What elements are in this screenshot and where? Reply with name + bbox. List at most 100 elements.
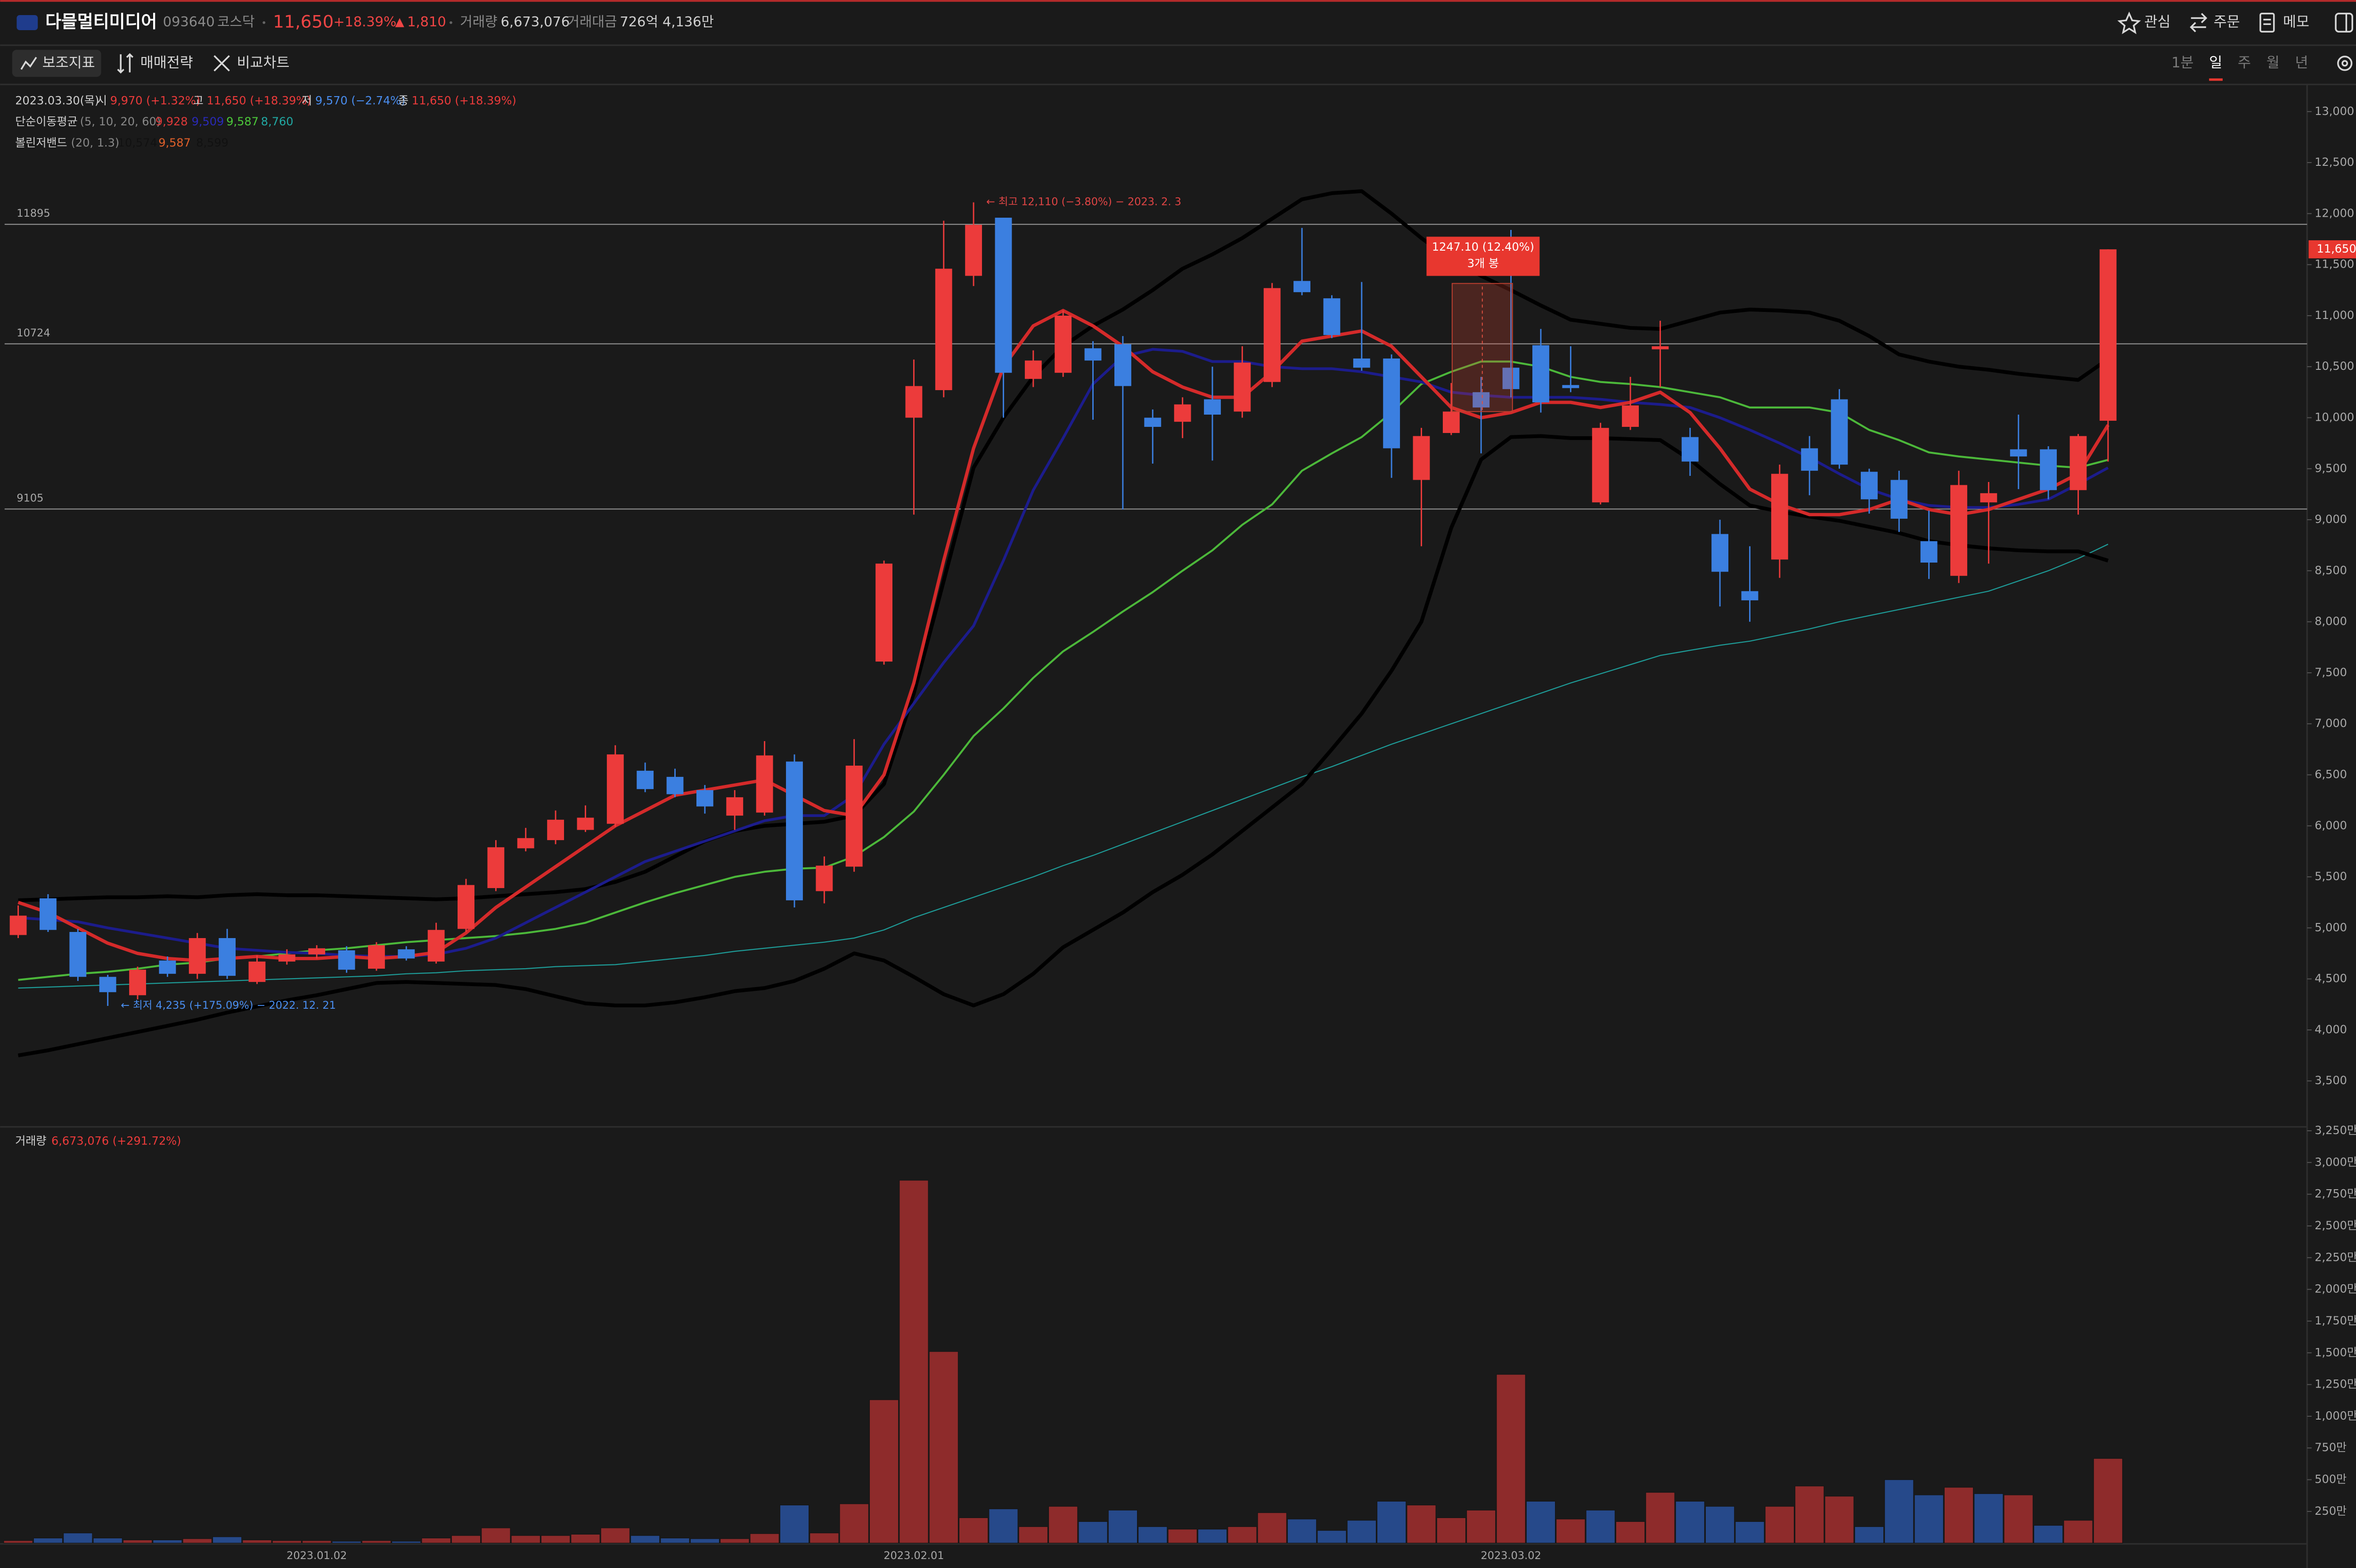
- candle-body: [1980, 493, 1997, 503]
- min-annotation: ← 최저 4,235 (+175.09%) − 2022. 12. 21: [121, 999, 336, 1012]
- y-tick-label: 11,500: [2315, 258, 2354, 271]
- y-tick-label: 10,500: [2315, 359, 2354, 373]
- order-icon: [2190, 13, 2208, 33]
- volume-bar: [1615, 1521, 1645, 1544]
- measure-label-bg: [1426, 237, 1540, 276]
- volume-tick-label: 1,000만: [2315, 1409, 2356, 1422]
- volume-bar: [1436, 1517, 1466, 1544]
- period-button-active[interactable]: 일: [2209, 55, 2222, 71]
- candle-body: [1771, 474, 1788, 560]
- volume-bar: [1287, 1519, 1317, 1544]
- reference-label: 11895: [16, 207, 50, 220]
- candle-body: [99, 977, 116, 992]
- bb-value: 10,574: [118, 136, 157, 149]
- volume-bar: [1944, 1487, 1974, 1544]
- action-label[interactable]: 주문: [2214, 14, 2240, 31]
- volume-tick-label: 1,500만: [2315, 1346, 2356, 1359]
- ohlc-value: 9,570 (−2.74%): [315, 94, 405, 107]
- stock-code: 093640: [163, 14, 215, 30]
- bb-name: 볼린저밴드: [15, 136, 67, 149]
- candle-body: [726, 797, 744, 816]
- indicator-line: [18, 360, 2109, 981]
- ohlc-value: 11,650 (+18.39%): [207, 94, 311, 107]
- volume-bar: [1137, 1526, 1168, 1544]
- reference-label: 9105: [16, 492, 43, 504]
- volume-value: 6,673,076: [501, 14, 570, 30]
- period-button[interactable]: 주: [2238, 55, 2251, 71]
- volume-bar: [1227, 1526, 1257, 1544]
- settings-icon-core: [2341, 60, 2348, 67]
- volume-bar: [1317, 1530, 1347, 1544]
- volume-tick-label: 2,000만: [2315, 1282, 2356, 1296]
- memo-button[interactable]: 메모: [2259, 13, 2309, 33]
- volume-tick-label: 2,250만: [2315, 1250, 2356, 1264]
- volume-bar: [1526, 1501, 1556, 1544]
- y-tick-label: 13,000: [2315, 105, 2354, 118]
- period-button[interactable]: 월: [2266, 55, 2280, 71]
- bb-value: 8,599: [196, 136, 229, 149]
- volume-bar: [1884, 1479, 1914, 1544]
- candle-body: [1622, 405, 1639, 427]
- ohlc-value: 11,650 (+18.39%): [412, 94, 516, 107]
- y-tick-label: 6,500: [2315, 768, 2347, 781]
- candle-body: [1413, 436, 1430, 480]
- candle-body: [606, 754, 624, 824]
- x-tick-label: 2023.01.02: [286, 1550, 347, 1562]
- candle-body: [1920, 541, 1938, 563]
- candle-body: [875, 564, 892, 662]
- volume-bar: [1794, 1486, 1824, 1544]
- action-label[interactable]: 관심: [2144, 14, 2171, 31]
- candle-body: [905, 386, 923, 418]
- candle-body: [1263, 288, 1281, 382]
- candle-body: [1801, 448, 1818, 471]
- ohlc-value: 9,970 (+1.32%): [110, 94, 200, 107]
- candle-body: [666, 776, 684, 794]
- volume-bar: [93, 1537, 123, 1544]
- settings-icon[interactable]: [2337, 56, 2353, 71]
- order-button[interactable]: 주문: [2190, 13, 2240, 33]
- candle-body: [1174, 404, 1191, 422]
- volume-bar: [1466, 1510, 1496, 1544]
- volume-bar: [989, 1508, 1018, 1544]
- candle-body: [1353, 358, 1370, 368]
- volume-bar: [600, 1527, 630, 1544]
- volume-bar: [2004, 1494, 2034, 1544]
- action-label[interactable]: 메모: [2283, 14, 2309, 31]
- candle-body: [1084, 348, 1102, 361]
- ohlc-label: 고: [193, 94, 204, 107]
- y-tick-label: 9,500: [2315, 462, 2347, 475]
- candle-body: [1383, 358, 1400, 449]
- volume-bar: [1197, 1528, 1227, 1544]
- period-button[interactable]: 년: [2295, 55, 2308, 71]
- panel-toggle[interactable]: [2335, 13, 2353, 33]
- volume-tick-label: 750만: [2315, 1441, 2347, 1454]
- volume-bar: [302, 1540, 332, 1544]
- volume-bar: [660, 1537, 690, 1544]
- candle-body: [308, 948, 326, 955]
- volume-bar: [839, 1503, 869, 1544]
- y-tick-label: 8,000: [2315, 615, 2347, 628]
- volume-bar: [809, 1533, 839, 1544]
- candle-body: [965, 225, 982, 276]
- volume-bar: [1854, 1526, 1884, 1544]
- tool-button[interactable]: 보조지표: [42, 55, 95, 71]
- y-tick-label: 4,000: [2315, 1023, 2347, 1036]
- y-tick-label: 8,500: [2315, 564, 2347, 577]
- tool-button[interactable]: 비교차트: [237, 55, 290, 71]
- y-tick-label: 5,500: [2315, 870, 2347, 883]
- candle-body: [248, 961, 266, 982]
- volume-bar: [690, 1538, 720, 1544]
- y-tick-label: 4,500: [2315, 972, 2347, 985]
- volume-bar: [332, 1541, 361, 1544]
- volume-bar: [1705, 1506, 1735, 1544]
- candle-body: [2010, 449, 2027, 457]
- candle-body: [338, 950, 355, 970]
- price-tag-label: 11,650: [2317, 242, 2356, 255]
- watch-button[interactable]: 관심: [2117, 11, 2171, 34]
- indicator-line: [18, 348, 2109, 958]
- tool-button[interactable]: 매매전략: [140, 55, 193, 71]
- candle-body: [9, 915, 27, 935]
- period-button[interactable]: 1분: [2171, 55, 2193, 71]
- volume-bar: [2093, 1458, 2123, 1544]
